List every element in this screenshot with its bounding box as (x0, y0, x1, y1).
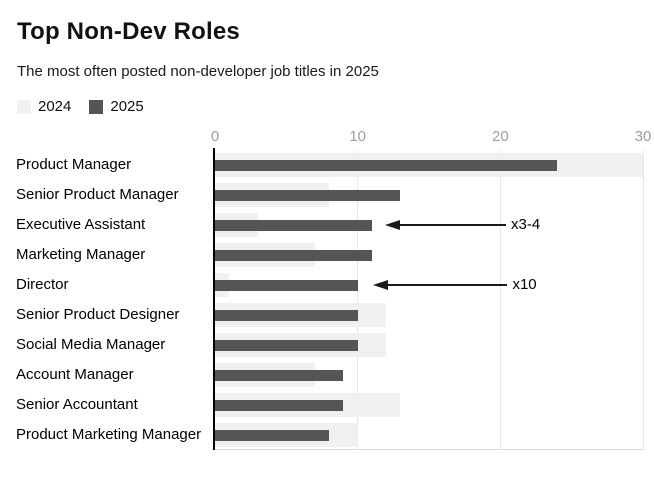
legend-swatch-2024 (17, 99, 31, 114)
bar-2025-3 (215, 249, 372, 261)
category-label-7: Account Manager (16, 366, 134, 383)
category-label-5: Senior Product Designer (16, 306, 180, 323)
arrow-left-icon (373, 280, 389, 290)
bar-2025-1 (215, 189, 401, 201)
plot-area: x3-4 x10 (215, 150, 644, 450)
x-tick-label-20: 20 (491, 128, 509, 145)
bar-row-2 (215, 210, 643, 240)
bar-row-6 (215, 330, 643, 360)
category-label-3: Marketing Manager (16, 246, 146, 263)
y-axis-line (213, 148, 215, 450)
bar-row-8 (215, 390, 643, 420)
legend-label-2025: 2025 (110, 98, 144, 115)
bar-row-5 (215, 300, 643, 330)
bar-2025-6 (215, 339, 358, 351)
bar-2025-9 (215, 429, 330, 441)
bar-row-1 (215, 180, 643, 210)
x-axis-ticks: 0 10 20 30 (211, 128, 652, 146)
page-title: Top Non-Dev Roles (17, 18, 240, 45)
category-label-9: Product Marketing Manager (16, 426, 202, 443)
gridline-20 (499, 150, 501, 450)
category-label-8: Senior Accountant (16, 396, 138, 413)
annotation-label: x3-4 (511, 216, 541, 233)
legend-swatch-2025 (89, 99, 104, 114)
chart-subtitle: The most often posted non-developer job … (17, 63, 379, 80)
legend: 2024 2025 (17, 98, 144, 115)
gridline-30 (642, 150, 644, 450)
legend-item-2024: 2024 (17, 98, 71, 115)
legend-item-2025: 2025 (89, 98, 144, 115)
bar-row-4 (215, 270, 643, 300)
bar-row-0 (215, 150, 643, 180)
x-tick-label-30: 30 (634, 128, 652, 145)
bar-2025-4 (215, 279, 358, 291)
category-label-4: Director (16, 276, 69, 293)
bar-2025-0 (215, 159, 558, 171)
x-axis-baseline (215, 449, 643, 450)
bar-2025-7 (215, 369, 344, 381)
category-label-2: Executive Assistant (16, 216, 146, 233)
bar-2025-8 (215, 399, 344, 411)
category-label-0: Product Manager (16, 156, 132, 173)
x-tick-label-0: 0 (210, 128, 220, 145)
category-labels: Product Manager Senior Product Manager Exe… (16, 150, 211, 450)
gridline-10 (357, 150, 359, 450)
legend-label-2024: 2024 (38, 98, 72, 115)
annotation-label: x10 (512, 276, 537, 293)
bar-row-9 (215, 420, 643, 450)
category-label-6: Social Media Manager (16, 336, 166, 353)
bar-row-3 (215, 240, 643, 270)
bar-2025-2 (215, 219, 372, 231)
x-tick-label-10: 10 (349, 128, 366, 145)
bar-2025-5 (215, 309, 358, 321)
arrow-left-icon (384, 220, 400, 230)
category-label-1: Senior Product Manager (16, 186, 179, 203)
bar-row-7 (215, 360, 643, 390)
